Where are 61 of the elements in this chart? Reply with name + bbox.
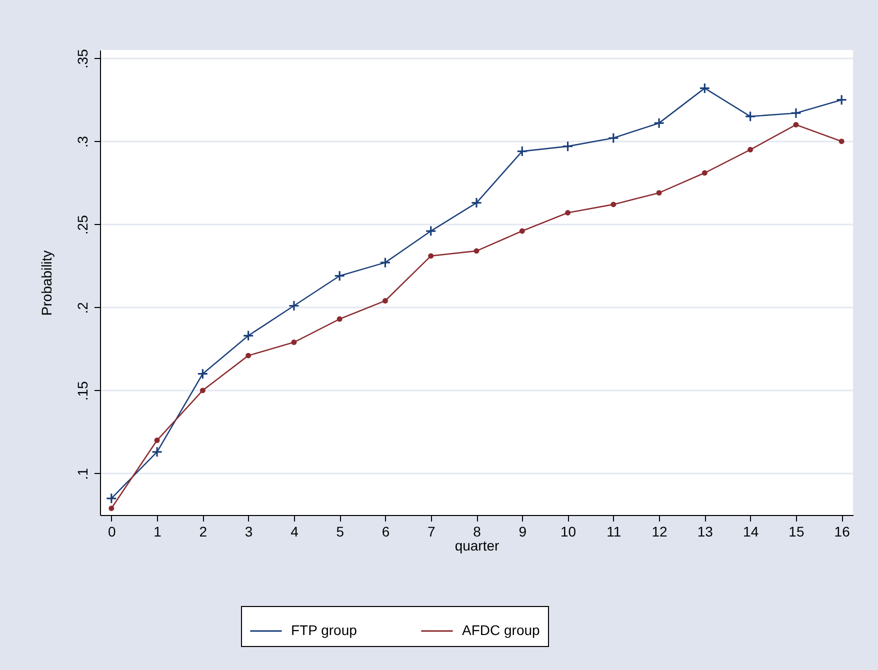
x-tick-label: 6 — [382, 524, 390, 540]
y-tick-label: .2 — [74, 302, 90, 314]
point — [106, 492, 117, 504]
point — [516, 146, 528, 157]
point — [656, 190, 662, 196]
legend-label: FTP group — [291, 622, 358, 638]
point — [428, 253, 434, 259]
y-tick-label: .35 — [74, 48, 90, 69]
point — [470, 197, 482, 208]
x-tick-label: 3 — [244, 524, 253, 540]
point — [836, 94, 848, 106]
point — [610, 202, 616, 208]
point — [748, 146, 754, 152]
point — [699, 82, 710, 94]
x-tick-label: 8 — [473, 524, 482, 540]
point — [744, 110, 756, 122]
x-tick-label: 2 — [199, 524, 208, 540]
point — [380, 257, 391, 268]
point — [242, 330, 254, 342]
y-tick-label: .15 — [74, 381, 90, 401]
legend-label: AFDC group — [462, 622, 540, 638]
point — [425, 225, 436, 237]
x-tick-label: 14 — [743, 524, 759, 540]
y-tick-label: .3 — [74, 136, 90, 148]
x-tick-label: 4 — [290, 524, 299, 540]
y-tick-label: .1 — [74, 468, 90, 480]
point — [334, 270, 346, 282]
x-tick-label: 1 — [154, 524, 162, 540]
x-tick-label: 10 — [560, 524, 576, 540]
x-tick-label: 9 — [518, 524, 527, 540]
x-tick-label: 13 — [697, 524, 714, 540]
x-axis-title: quarter — [454, 538, 500, 554]
point — [197, 368, 208, 380]
y-axis-title: Probability — [38, 250, 54, 316]
point — [838, 138, 844, 144]
point — [519, 228, 525, 234]
point — [154, 438, 160, 443]
x-tick-label: 11 — [606, 524, 622, 540]
x-tick-label: 0 — [108, 524, 116, 540]
point — [702, 170, 708, 176]
point — [608, 132, 619, 144]
point — [288, 300, 300, 312]
x-tick-label: 5 — [336, 524, 344, 540]
point — [382, 298, 388, 304]
point — [474, 248, 480, 254]
point — [793, 122, 799, 128]
x-tick-label: 16 — [834, 524, 850, 540]
point — [790, 108, 802, 119]
point — [108, 506, 114, 512]
x-tick-label: 15 — [788, 524, 804, 540]
point — [246, 352, 252, 358]
point — [654, 118, 665, 129]
y-tick-label: .25 — [74, 214, 90, 235]
point — [291, 340, 297, 346]
point — [562, 140, 574, 152]
point — [565, 210, 571, 216]
x-tick-label: 7 — [427, 524, 436, 540]
x-tick-label: 12 — [652, 524, 668, 540]
point — [152, 446, 163, 458]
point — [200, 388, 206, 394]
point — [336, 316, 342, 322]
